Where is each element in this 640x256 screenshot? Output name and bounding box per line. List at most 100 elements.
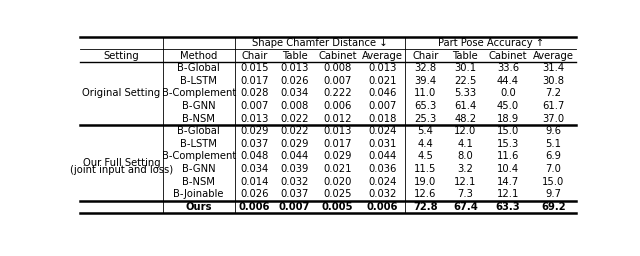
Text: 0.034: 0.034 <box>280 88 308 98</box>
Text: B-NSM: B-NSM <box>182 177 215 187</box>
Text: 7.2: 7.2 <box>545 88 561 98</box>
Text: 0.026: 0.026 <box>241 189 269 199</box>
Text: B-GNN: B-GNN <box>182 164 216 174</box>
Text: 0.022: 0.022 <box>280 114 309 124</box>
Text: 22.5: 22.5 <box>454 76 477 86</box>
Text: Original Setting: Original Setting <box>82 88 161 98</box>
Text: 11.6: 11.6 <box>497 152 519 162</box>
Text: 10.4: 10.4 <box>497 164 519 174</box>
Text: 61.7: 61.7 <box>542 101 564 111</box>
Text: 5.33: 5.33 <box>454 88 476 98</box>
Text: 0.021: 0.021 <box>369 76 397 86</box>
Text: 0.005: 0.005 <box>321 202 353 212</box>
Text: 0.008: 0.008 <box>323 63 351 73</box>
Text: 63.3: 63.3 <box>496 202 520 212</box>
Text: 0.008: 0.008 <box>280 101 308 111</box>
Text: 0.034: 0.034 <box>241 164 269 174</box>
Text: Part Pose Accuracy ↑: Part Pose Accuracy ↑ <box>438 38 544 48</box>
Text: 0.025: 0.025 <box>323 189 351 199</box>
Text: 33.6: 33.6 <box>497 63 519 73</box>
Text: 4.1: 4.1 <box>458 139 473 149</box>
Text: 0.007: 0.007 <box>369 101 397 111</box>
Text: Shape Chamfer Distance ↓: Shape Chamfer Distance ↓ <box>252 38 388 48</box>
Text: 0.029: 0.029 <box>323 152 351 162</box>
Text: Average: Average <box>533 50 574 61</box>
Text: 72.8: 72.8 <box>413 202 438 212</box>
Text: B-Complement: B-Complement <box>161 152 236 162</box>
Text: Cabinet: Cabinet <box>489 50 527 61</box>
Text: B-GNN: B-GNN <box>182 101 216 111</box>
Text: 12.1: 12.1 <box>497 189 519 199</box>
Text: 5.4: 5.4 <box>417 126 433 136</box>
Text: 0.037: 0.037 <box>280 189 309 199</box>
Text: 11.0: 11.0 <box>414 88 436 98</box>
Text: 30.1: 30.1 <box>454 63 476 73</box>
Text: 9.7: 9.7 <box>545 189 561 199</box>
Text: 39.4: 39.4 <box>414 76 436 86</box>
Text: 0.026: 0.026 <box>280 76 309 86</box>
Text: B-Global: B-Global <box>177 126 220 136</box>
Text: 45.0: 45.0 <box>497 101 519 111</box>
Text: 7.0: 7.0 <box>545 164 561 174</box>
Text: 15.3: 15.3 <box>497 139 519 149</box>
Text: 4.4: 4.4 <box>417 139 433 149</box>
Text: 12.6: 12.6 <box>414 189 436 199</box>
Text: 30.8: 30.8 <box>542 76 564 86</box>
Text: 6.9: 6.9 <box>545 152 561 162</box>
Text: 0.007: 0.007 <box>323 76 351 86</box>
Text: Our Full Setting: Our Full Setting <box>83 158 160 168</box>
Text: 0.032: 0.032 <box>369 189 397 199</box>
Text: (joint input and loss): (joint input and loss) <box>70 165 173 175</box>
Text: 7.3: 7.3 <box>458 189 473 199</box>
Text: 0.046: 0.046 <box>369 88 397 98</box>
Text: Average: Average <box>362 50 403 61</box>
Text: 0.017: 0.017 <box>323 139 351 149</box>
Text: 0.015: 0.015 <box>241 63 269 73</box>
Text: 3.2: 3.2 <box>458 164 473 174</box>
Text: B-Joinable: B-Joinable <box>173 189 224 199</box>
Text: 12.1: 12.1 <box>454 177 477 187</box>
Text: B-Complement: B-Complement <box>161 88 236 98</box>
Text: 44.4: 44.4 <box>497 76 519 86</box>
Text: 0.048: 0.048 <box>241 152 269 162</box>
Text: 69.2: 69.2 <box>541 202 566 212</box>
Text: 0.014: 0.014 <box>241 177 269 187</box>
Text: 0.007: 0.007 <box>241 101 269 111</box>
Text: 37.0: 37.0 <box>542 114 564 124</box>
Text: 19.0: 19.0 <box>414 177 436 187</box>
Text: 0.039: 0.039 <box>280 164 309 174</box>
Text: 0.012: 0.012 <box>323 114 351 124</box>
Text: Chair: Chair <box>412 50 438 61</box>
Text: 0.006: 0.006 <box>367 202 399 212</box>
Text: 0.024: 0.024 <box>369 177 397 187</box>
Text: 0.028: 0.028 <box>241 88 269 98</box>
Text: 0.006: 0.006 <box>323 101 351 111</box>
Text: 18.9: 18.9 <box>497 114 519 124</box>
Text: B-NSM: B-NSM <box>182 114 215 124</box>
Text: 0.018: 0.018 <box>369 114 397 124</box>
Text: 5.1: 5.1 <box>545 139 561 149</box>
Text: 31.4: 31.4 <box>542 63 564 73</box>
Text: 12.0: 12.0 <box>454 126 476 136</box>
Text: 15.0: 15.0 <box>542 177 564 187</box>
Text: Cabinet: Cabinet <box>318 50 356 61</box>
Text: 0.013: 0.013 <box>280 63 309 73</box>
Text: 0.006: 0.006 <box>239 202 271 212</box>
Text: 8.0: 8.0 <box>458 152 473 162</box>
Text: Chair: Chair <box>241 50 268 61</box>
Text: 0.024: 0.024 <box>369 126 397 136</box>
Text: 0.036: 0.036 <box>369 164 397 174</box>
Text: 25.3: 25.3 <box>414 114 436 124</box>
Text: 15.0: 15.0 <box>497 126 519 136</box>
Text: 0.222: 0.222 <box>323 88 351 98</box>
Text: 61.4: 61.4 <box>454 101 476 111</box>
Text: Setting: Setting <box>104 50 140 61</box>
Text: 9.6: 9.6 <box>545 126 561 136</box>
Text: 0.022: 0.022 <box>280 126 309 136</box>
Text: 4.5: 4.5 <box>417 152 433 162</box>
Text: 0.007: 0.007 <box>279 202 310 212</box>
Text: 0.013: 0.013 <box>241 114 269 124</box>
Text: 0.013: 0.013 <box>369 63 397 73</box>
Text: 0.029: 0.029 <box>280 139 309 149</box>
Text: 0.0: 0.0 <box>500 88 516 98</box>
